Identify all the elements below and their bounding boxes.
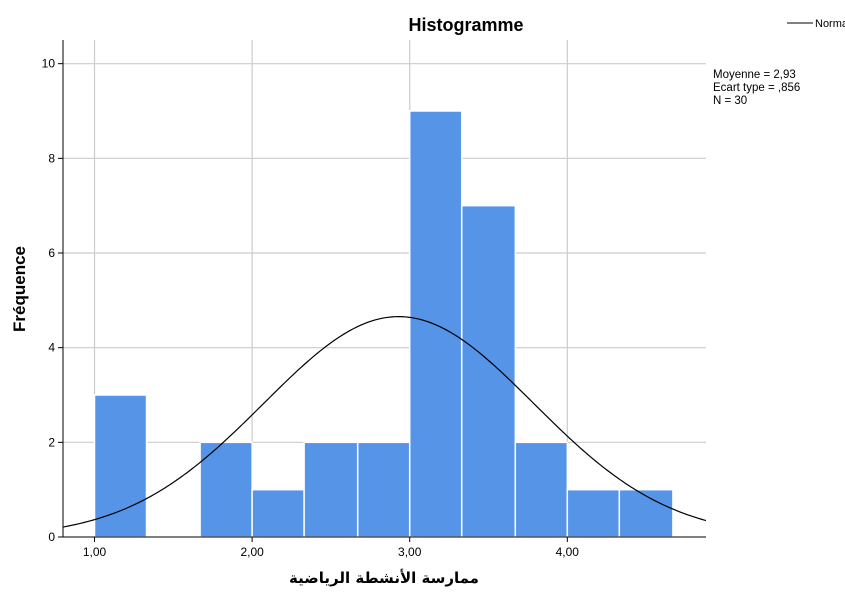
- histogram-bar: [356, 441, 411, 538]
- histogram-bar: [514, 441, 569, 538]
- y-tick-label: 0: [48, 530, 55, 544]
- x-tick-label: 1,00: [83, 545, 107, 559]
- chart-title: Histogramme: [408, 15, 523, 35]
- x-tick-label: 3,00: [398, 545, 422, 559]
- histogram-bar: [460, 204, 517, 538]
- legend: Normal: [787, 18, 845, 30]
- normal-curve: [62, 316, 707, 528]
- normal-curve-layer: [62, 316, 707, 528]
- stat-sd: Ecart type = ,856: [713, 82, 800, 94]
- histogram-bar: [251, 488, 305, 538]
- x-tick-label: 4,00: [556, 545, 580, 559]
- bars-layer: [93, 110, 674, 538]
- y-tick-label: 8: [48, 151, 55, 165]
- y-tick-label: 6: [48, 246, 55, 260]
- stat-n: N = 30: [713, 95, 747, 107]
- grid-layer: [63, 40, 706, 537]
- legend-normal-label: Normal: [815, 18, 845, 30]
- y-tick-label: 4: [48, 341, 55, 355]
- stat-mean: Moyenne = 2,93: [713, 69, 796, 81]
- y-tick-label: 10: [42, 57, 56, 71]
- x-axis-label: ممارسة الأنشطة الرياضية: [289, 569, 479, 587]
- statistics-box: Moyenne = 2,93 Ecart type = ,856 N = 30: [713, 69, 800, 107]
- histogram-bar: [566, 488, 621, 538]
- y-axis-label: Fréquence: [10, 246, 29, 332]
- y-tick-label: 2: [48, 435, 55, 449]
- histogram-bar: [93, 394, 148, 538]
- axes-layer: 0 2 4 6 8 10 1,00 2,00 3,00 4,00: [42, 40, 706, 559]
- histogram-bar: [408, 110, 463, 538]
- histogram-bar: [303, 441, 359, 538]
- x-tick-label: 2,00: [240, 545, 264, 559]
- histogram-bar: [618, 488, 674, 538]
